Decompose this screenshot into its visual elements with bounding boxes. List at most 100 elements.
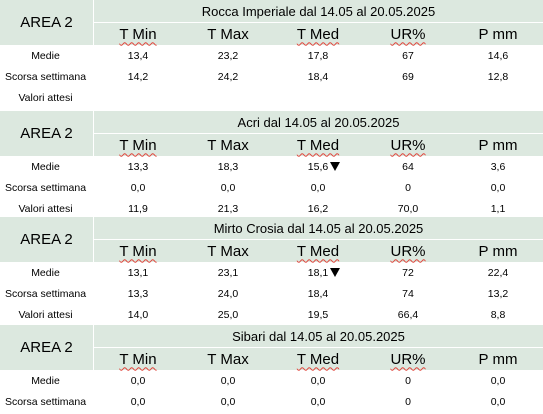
col-header-t-max: T Max [207, 350, 249, 368]
col-header-t-min: T Min [119, 136, 157, 154]
col-header-t-min: T Min [119, 25, 157, 43]
cell-t-min: 13,3 [127, 160, 149, 173]
table-header: AREA 2 Mirto Crosia dal 14.05 al 20.05.2… [0, 217, 543, 262]
table-row-scorsa-settimana: Scorsa settimana 0,0 0,0 0,0 0 0,0 [0, 391, 543, 412]
row-label: Valori attesi [18, 91, 73, 104]
col-header-p-mm: P mm [478, 136, 518, 154]
cell-t-max: 23,1 [217, 266, 239, 279]
station-title: Acri dal 14.05 al 20.05.2025 [94, 111, 543, 134]
area-label: AREA 2 [0, 111, 94, 156]
cell-ur: 67 [402, 49, 414, 62]
cell-ur: 0 [405, 181, 411, 194]
station-table-sibari: AREA 2 Sibari dal 14.05 al 20.05.2025 T … [0, 325, 543, 412]
col-header-p-mm: P mm [478, 350, 518, 368]
cell-t-min: 13,4 [127, 49, 149, 62]
cell-t-min: 13,3 [127, 287, 149, 300]
cell-t-med: 15,6 [307, 160, 329, 173]
table-row-valori-attesi: Valori attesi [0, 87, 543, 108]
col-header-p-mm: P mm [478, 25, 518, 43]
cell-t-max: 0,0 [220, 181, 236, 194]
cell-p-mm: 12,8 [487, 70, 509, 83]
cell-t-med: 0,0 [310, 374, 326, 387]
table-row-medie: Medie 0,0 0,0 0,0 0 0,0 [0, 370, 543, 391]
cell-p-mm: 13,2 [487, 287, 509, 300]
col-header-t-min: T Min [119, 242, 157, 260]
col-header-t-med: T Med [296, 25, 340, 43]
cell-t-min: 0,0 [130, 374, 146, 387]
cell-t-max: 23,2 [217, 49, 239, 62]
col-header-t-max: T Max [207, 136, 249, 154]
cell-p-mm: 8,8 [490, 308, 506, 321]
cell-t-med: 16,2 [307, 202, 329, 215]
cell-t-max: 0,0 [220, 374, 236, 387]
col-header-ur: UR% [390, 136, 426, 154]
row-label: Scorsa settimana [4, 181, 87, 194]
cell-t-min: 14,0 [127, 308, 149, 321]
row-label: Medie [31, 160, 60, 173]
cell-p-mm: 0,0 [490, 395, 506, 408]
cell-ur: 0 [405, 374, 411, 387]
cell-t-max: 24,0 [217, 287, 239, 300]
col-header-t-max: T Max [207, 25, 249, 43]
table-row-medie: Medie 13,3 18,3 15,6 64 3,6 [0, 156, 543, 177]
cell-t-max: 0,0 [220, 395, 236, 408]
cell-t-med: 17,8 [307, 49, 329, 62]
row-label: Medie [31, 49, 60, 62]
station-title: Sibari dal 14.05 al 20.05.2025 [94, 325, 543, 348]
cell-t-max: 21,3 [217, 202, 239, 215]
station-table-mirto-crosia: AREA 2 Mirto Crosia dal 14.05 al 20.05.2… [0, 217, 543, 325]
cell-ur: 66,4 [397, 308, 419, 321]
cell-t-max: 18,3 [217, 160, 239, 173]
col-header-t-min: T Min [119, 350, 157, 368]
cell-t-min: 14,2 [127, 70, 149, 83]
col-header-t-med: T Med [296, 350, 340, 368]
station-title: Rocca Imperiale dal 14.05 al 20.05.2025 [94, 0, 543, 23]
cell-p-mm: 0,0 [490, 374, 506, 387]
cell-t-med: 19,5 [307, 308, 329, 321]
table-header: AREA 2 Acri dal 14.05 al 20.05.2025 T Mi… [0, 111, 543, 156]
col-header-t-max: T Max [207, 242, 249, 260]
row-label: Scorsa settimana [4, 395, 87, 408]
row-label: Valori attesi [18, 308, 73, 321]
col-header-ur: UR% [390, 242, 426, 260]
col-header-p-mm: P mm [478, 242, 518, 260]
station-table-acri: AREA 2 Acri dal 14.05 al 20.05.2025 T Mi… [0, 111, 543, 219]
area-label: AREA 2 [0, 217, 94, 262]
area-label: AREA 2 [0, 0, 94, 45]
cell-t-med: 18,4 [307, 70, 329, 83]
row-label: Scorsa settimana [4, 287, 87, 300]
cell-ur: 69 [402, 70, 414, 83]
row-label: Medie [31, 266, 60, 279]
cell-t-min: 13,1 [127, 266, 149, 279]
col-header-t-med: T Med [296, 242, 340, 260]
cell-t-med: 0,0 [310, 181, 326, 194]
cell-p-mm: 22,4 [487, 266, 509, 279]
cell-t-min: 11,9 [128, 202, 148, 215]
cell-t-med: 0,0 [310, 395, 326, 408]
cell-ur: 72 [402, 266, 414, 279]
table-row-medie: Medie 13,4 23,2 17,8 67 14,6 [0, 45, 543, 66]
station-table-rocca-imperiale: AREA 2 Rocca Imperiale dal 14.05 al 20.0… [0, 0, 543, 108]
area-label: AREA 2 [0, 325, 94, 370]
col-header-ur: UR% [390, 25, 426, 43]
cell-t-max: 24,2 [217, 70, 239, 83]
row-label: Valori attesi [18, 202, 73, 215]
row-label: Scorsa settimana [4, 70, 87, 83]
cell-ur: 70,0 [397, 202, 419, 215]
cell-ur: 64 [402, 160, 414, 173]
table-row-medie: Medie 13,1 23,1 18,1 72 22,4 [0, 262, 543, 283]
table-row-scorsa-settimana: Scorsa settimana 14,2 24,2 18,4 69 12,8 [0, 66, 543, 87]
table-row-valori-attesi: Valori attesi 11,9 21,3 16,2 70,0 1,1 [0, 198, 543, 219]
table-header: AREA 2 Sibari dal 14.05 al 20.05.2025 T … [0, 325, 543, 370]
cell-t-med: 18,4 [307, 287, 329, 300]
cell-p-mm: 1,1 [490, 202, 506, 215]
station-title: Mirto Crosia dal 14.05 al 20.05.2025 [94, 217, 543, 240]
cell-ur: 74 [402, 287, 414, 300]
cell-t-min: 0,0 [130, 181, 146, 194]
cell-p-mm: 14,6 [487, 49, 509, 62]
cell-t-max: 25,0 [217, 308, 239, 321]
down-triangle-icon [330, 268, 340, 277]
table-header: AREA 2 Rocca Imperiale dal 14.05 al 20.0… [0, 0, 543, 45]
table-row-scorsa-settimana: Scorsa settimana 0,0 0,0 0,0 0 0,0 [0, 177, 543, 198]
table-row-valori-attesi: Valori attesi 14,0 25,0 19,5 66,4 8,8 [0, 304, 543, 325]
